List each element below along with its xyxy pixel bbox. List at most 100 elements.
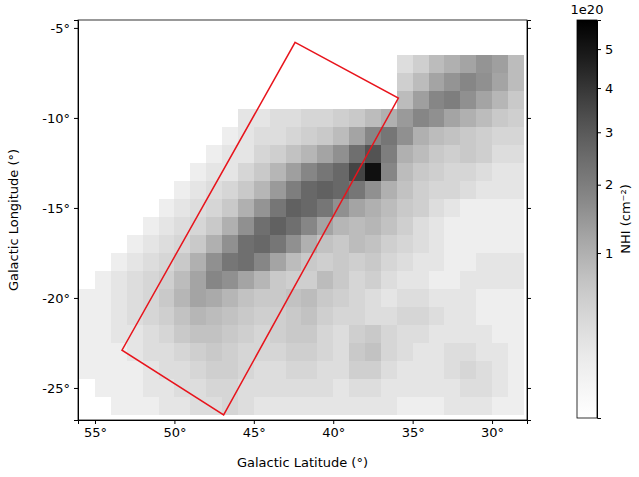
heat-cell <box>254 379 270 398</box>
heat-cell <box>143 325 159 344</box>
tick-label: 55° <box>84 425 107 440</box>
heat-cell <box>174 397 190 416</box>
heat-cell <box>508 289 524 308</box>
heat-cell <box>429 145 445 164</box>
heat-cell <box>301 199 317 218</box>
heat-cell <box>111 379 127 398</box>
heat-cell <box>508 397 524 416</box>
heat-cell <box>429 217 445 236</box>
heat-cell <box>317 361 333 380</box>
heat-cell <box>476 325 492 344</box>
heat-cell <box>444 289 460 308</box>
colorbar-offset: 1e20 <box>571 2 604 17</box>
heat-cell <box>508 361 524 380</box>
heat-cell <box>270 217 286 236</box>
heat-cell <box>492 127 508 146</box>
tick-mark <box>527 388 531 389</box>
heat-cell <box>222 163 238 182</box>
tick-label: 1 <box>605 246 613 261</box>
heat-cell <box>429 163 445 182</box>
heat-cell <box>444 145 460 164</box>
heat-cell <box>317 163 333 182</box>
heat-cell <box>301 361 317 380</box>
tick: 1 <box>597 246 613 261</box>
heat-cell <box>270 397 286 416</box>
heat-cell <box>397 217 413 236</box>
heat-cell <box>508 235 524 254</box>
heat-cell <box>270 271 286 290</box>
y-axis-right <box>527 21 531 421</box>
tick: 3 <box>597 125 613 140</box>
heat-cell <box>508 379 524 398</box>
heat-cell <box>413 253 429 272</box>
heat-cell <box>492 289 508 308</box>
heat-cell <box>333 379 349 398</box>
heat-cell <box>190 235 206 254</box>
heat-cell <box>301 397 317 416</box>
heat-cell <box>476 163 492 182</box>
heat-cell <box>317 397 333 416</box>
heat-cell <box>476 343 492 362</box>
heat-cell <box>492 163 508 182</box>
heat-cell <box>143 397 159 416</box>
heat-cell <box>492 145 508 164</box>
heat-cell <box>286 361 302 380</box>
heat-cell <box>492 109 508 128</box>
tick-mark <box>597 88 601 89</box>
heat-cell <box>381 397 397 416</box>
heat-cell <box>238 181 254 200</box>
colorbar <box>577 20 597 418</box>
heat-cell <box>206 217 222 236</box>
tick-mark <box>527 298 531 299</box>
heat-cell <box>508 199 524 218</box>
heat-cell <box>508 145 524 164</box>
heat-cell <box>365 163 381 182</box>
heat-cell <box>365 109 381 128</box>
heat-cell <box>222 199 238 218</box>
heat-cell <box>492 73 508 92</box>
heat-cell <box>190 253 206 272</box>
heat-cell <box>429 397 445 416</box>
heat-cell <box>317 145 333 164</box>
heat-cell <box>286 145 302 164</box>
heat-cell <box>349 289 365 308</box>
heat-cell <box>492 379 508 398</box>
tick: 45° <box>243 420 266 440</box>
heat-cell <box>174 325 190 344</box>
heat-cell <box>429 181 445 200</box>
tick: -10° <box>42 111 78 126</box>
heat-cell <box>349 325 365 344</box>
heat-cell <box>429 343 445 362</box>
heat-cell <box>508 181 524 200</box>
heat-cell <box>476 145 492 164</box>
tick-mark <box>597 49 601 50</box>
heat-cell <box>111 361 127 380</box>
heat-cell <box>222 253 238 272</box>
heat-cell <box>349 235 365 254</box>
heat-cell <box>286 127 302 146</box>
heat-cell <box>413 217 429 236</box>
heat-cell <box>254 253 270 272</box>
heat-cell <box>143 361 159 380</box>
tick <box>527 28 531 29</box>
tick-mark <box>254 420 255 424</box>
heat-cell <box>254 181 270 200</box>
heat-cell <box>508 73 524 92</box>
heat-cell <box>476 55 492 74</box>
heat-cell <box>333 253 349 272</box>
heat-cell <box>143 217 159 236</box>
heat-cell <box>429 289 445 308</box>
heat-cell <box>190 289 206 308</box>
heat-cell <box>206 271 222 290</box>
heat-cell <box>413 109 429 128</box>
heat-cell <box>286 379 302 398</box>
heat-cell <box>492 253 508 272</box>
heat-cell <box>476 379 492 398</box>
heat-cell <box>508 325 524 344</box>
heat-cell <box>143 235 159 254</box>
heat-cell <box>397 145 413 164</box>
heat-cell <box>127 379 143 398</box>
heat-cell <box>238 163 254 182</box>
heat-cell <box>492 307 508 326</box>
heat-cell <box>460 307 476 326</box>
